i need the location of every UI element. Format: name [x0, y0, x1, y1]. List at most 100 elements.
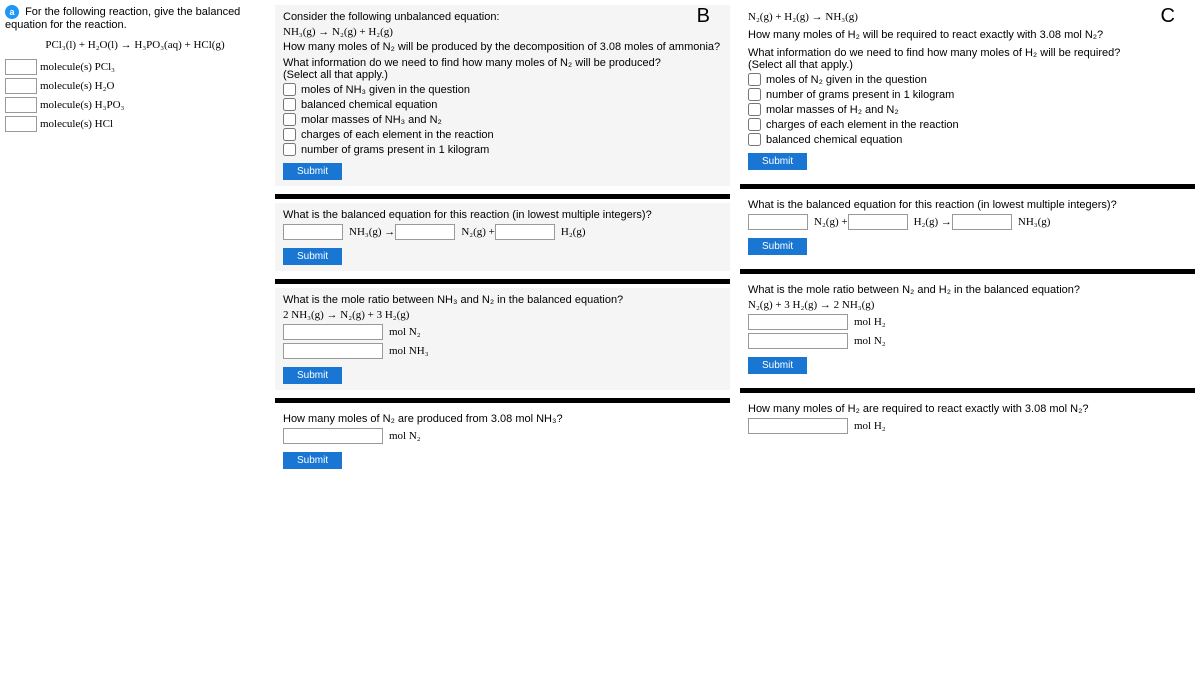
b-s2-in1[interactable]	[283, 224, 343, 240]
b-s2-eq-row: NH₃(g) → N₂(g) + H₂(g)	[283, 224, 722, 240]
c-s3-u2: mol N₂	[854, 335, 886, 347]
b-s2-p3: H₂(g)	[561, 226, 586, 238]
letter-c: C	[1161, 5, 1175, 28]
c-s1-eq: N₂(g) + H₂(g) → NH₃(g)	[748, 11, 1187, 23]
b-cb-3[interactable]	[283, 128, 296, 141]
b-section-4: How many moles of N₂ are produced from 3…	[275, 407, 730, 475]
divider	[275, 279, 730, 284]
c-section-2: What is the balanced equation for this r…	[740, 193, 1195, 261]
c-opt-label-2: molar masses of H₂ and N₂	[766, 104, 899, 116]
b-s4-q: How many moles of N₂ are produced from 3…	[283, 413, 722, 425]
b-submit-4[interactable]: Submit	[283, 452, 342, 469]
c-s3-in2[interactable]	[748, 333, 848, 349]
c-cb-2[interactable]	[748, 103, 761, 116]
b-section-1: Consider the following unbalanced equati…	[275, 5, 730, 186]
c-s2-in2[interactable]	[848, 214, 908, 230]
b-submit-1[interactable]: Submit	[283, 163, 342, 180]
b-s2-p2: N₂(g) +	[461, 226, 495, 238]
c-s3-r2: mol N₂	[748, 333, 1187, 349]
letter-b: B	[697, 5, 710, 28]
c-cb-1[interactable]	[748, 88, 761, 101]
row-h3po3: molecule(s) H₃PO₃	[5, 97, 265, 113]
c-s4-u: mol H₂	[854, 420, 886, 432]
b-s3-in2[interactable]	[283, 343, 383, 359]
b-s4-in1[interactable]	[283, 428, 383, 444]
c-cb-0[interactable]	[748, 73, 761, 86]
b-s1-l4: (Select all that apply.)	[283, 69, 722, 81]
c-s2-in1[interactable]	[748, 214, 808, 230]
c-opt-1: number of grams present in 1 kilogram	[748, 88, 1187, 101]
main-container: a For the following reaction, give the b…	[0, 0, 1200, 488]
divider	[740, 184, 1195, 189]
c-s3-in1[interactable]	[748, 314, 848, 330]
c-cb-3[interactable]	[748, 118, 761, 131]
c-submit-2[interactable]: Submit	[748, 238, 807, 255]
b-cb-2[interactable]	[283, 113, 296, 126]
b-submit-3[interactable]: Submit	[283, 367, 342, 384]
b-s3-u1: mol N₂	[389, 326, 421, 338]
input-h2o[interactable]	[5, 78, 37, 94]
c-s2-p2: H₂(g) →	[914, 216, 952, 228]
b-opt-label-1: balanced chemical equation	[301, 99, 437, 111]
divider	[275, 194, 730, 199]
b-cb-4[interactable]	[283, 143, 296, 156]
b-opt-label-4: number of grams present in 1 kilogram	[301, 144, 489, 156]
b-cb-0[interactable]	[283, 83, 296, 96]
b-s2-q: What is the balanced equation for this r…	[283, 209, 722, 221]
b-submit-2[interactable]: Submit	[283, 248, 342, 265]
row-hcl: molecule(s) HCl	[5, 116, 265, 132]
b-opt-1: balanced chemical equation	[283, 98, 722, 111]
divider	[740, 388, 1195, 393]
label-h3po3: molecule(s) H₃PO₃	[40, 99, 124, 111]
c-cb-4[interactable]	[748, 133, 761, 146]
c-s4-q: How many moles of H₂ are required to rea…	[748, 403, 1187, 415]
b-s3-in1[interactable]	[283, 324, 383, 340]
c-s3-q: What is the mole ratio between N₂ and H₂…	[748, 284, 1187, 296]
label-hcl: molecule(s) HCl	[40, 118, 113, 130]
b-opt-0: moles of NH₃ given in the question	[283, 83, 722, 96]
c-section-1: N₂(g) + H₂(g) → NH₃(g) How many moles of…	[740, 5, 1195, 176]
b-s1-l2: How many moles of N₂ will be produced by…	[283, 41, 722, 53]
b-opt-4: number of grams present in 1 kilogram	[283, 143, 722, 156]
b-cb-1[interactable]	[283, 98, 296, 111]
column-b: B Consider the following unbalanced equa…	[275, 5, 730, 483]
column-c: C N₂(g) + H₂(g) → NH₃(g) How many moles …	[740, 5, 1195, 483]
b-section-3: What is the mole ratio between NH₃ and N…	[275, 288, 730, 390]
c-opt-label-0: moles of N₂ given in the question	[766, 74, 927, 86]
label-h2o: molecule(s) H₂O	[40, 80, 114, 92]
c-submit-1[interactable]: Submit	[748, 153, 807, 170]
c-s4-in1[interactable]	[748, 418, 848, 434]
row-h2o: molecule(s) H₂O	[5, 78, 265, 94]
b-s3-eq: 2 NH₃(g) → N₂(g) + 3 H₂(g)	[283, 309, 722, 321]
b-s3-u2: mol NH₃	[389, 345, 429, 357]
input-pcl3[interactable]	[5, 59, 37, 75]
input-h3po3[interactable]	[5, 97, 37, 113]
b-s2-in2[interactable]	[395, 224, 455, 240]
b-opt-label-2: molar masses of NH₃ and N₂	[301, 114, 442, 126]
input-hcl[interactable]	[5, 116, 37, 132]
b-s1-l3: What information do we need to find how …	[283, 57, 722, 69]
c-s2-q: What is the balanced equation for this r…	[748, 199, 1187, 211]
c-submit-3[interactable]: Submit	[748, 357, 807, 374]
c-section-4: How many moles of H₂ are required to rea…	[740, 397, 1195, 443]
c-opt-label-4: balanced chemical equation	[766, 134, 902, 146]
c-opt-label-1: number of grams present in 1 kilogram	[766, 89, 954, 101]
b-opt-2: molar masses of NH₃ and N₂	[283, 113, 722, 126]
c-s2-p1: N₂(g) +	[814, 216, 848, 228]
b-opt-3: charges of each element in the reaction	[283, 128, 722, 141]
divider	[740, 269, 1195, 274]
b-s2-in3[interactable]	[495, 224, 555, 240]
badge-a: a	[5, 5, 19, 19]
c-s3-u1: mol H₂	[854, 316, 886, 328]
equation-a: PCl₃(l) + H₂O(l) → H₃PO₃(aq) + HCl(g)	[5, 39, 265, 51]
label-pcl3: molecule(s) PCl₃	[40, 61, 115, 73]
c-s4-r1: mol H₂	[748, 418, 1187, 434]
c-s1-l3: (Select all that apply.)	[748, 59, 1187, 71]
c-s2-p3: NH₃(g)	[1018, 216, 1051, 228]
b-s2-p1: NH₃(g) →	[349, 226, 395, 238]
b-s4-u: mol N₂	[389, 430, 421, 442]
c-opt-2: molar masses of H₂ and N₂	[748, 103, 1187, 116]
c-opt-label-3: charges of each element in the reaction	[766, 119, 959, 131]
c-s2-in3[interactable]	[952, 214, 1012, 230]
row-pcl3: molecule(s) PCl₃	[5, 59, 265, 75]
